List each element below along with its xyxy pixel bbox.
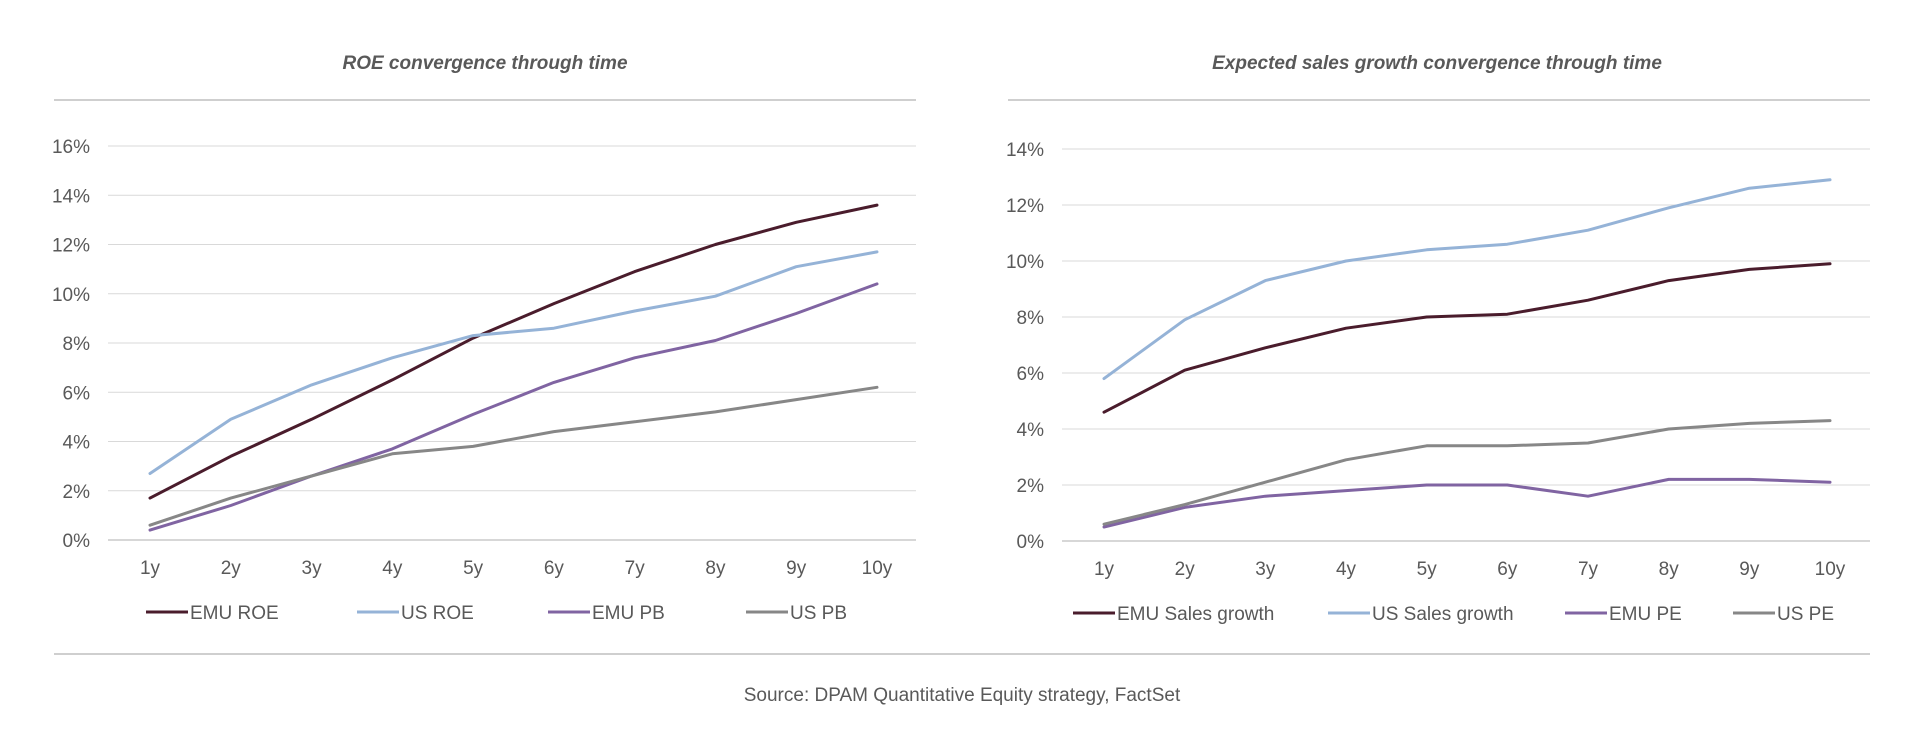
series-lines bbox=[148, 203, 879, 532]
series-line-emu-sales-growth bbox=[1102, 262, 1832, 414]
source-note: Source: DPAM Quantitative Equity strateg… bbox=[744, 685, 1181, 706]
y-tick-label: 4% bbox=[1017, 420, 1045, 441]
series-lines bbox=[1102, 178, 1832, 529]
gridlines bbox=[1062, 148, 1870, 542]
x-tick-label: 8y bbox=[705, 558, 726, 579]
chart-title: ROE convergence through time bbox=[342, 53, 627, 74]
legend-label: US PB bbox=[790, 603, 847, 624]
x-tick-label: 4y bbox=[1336, 559, 1357, 580]
x-tick-label: 3y bbox=[302, 558, 323, 579]
x-tick-label: 3y bbox=[1255, 559, 1276, 580]
y-tick-label: 0% bbox=[63, 531, 91, 552]
legend-label: EMU PE bbox=[1609, 604, 1682, 625]
y-tick-label: 12% bbox=[52, 236, 90, 257]
gridlines bbox=[108, 145, 916, 541]
legend-item: EMU Sales growth bbox=[1073, 604, 1274, 625]
x-tick-label: 9y bbox=[1739, 559, 1760, 580]
y-tick-label: 8% bbox=[63, 334, 91, 355]
x-tick-label: 5y bbox=[1417, 559, 1438, 580]
legend: EMU Sales growth US Sales growth EMU PE US … bbox=[1073, 604, 1834, 625]
y-tick-label: 16% bbox=[52, 137, 90, 158]
y-tick-label: 14% bbox=[1006, 140, 1044, 161]
x-axis: 1y 2y 3y 4y 5y 6y 7y 8y 9y 10y bbox=[140, 558, 893, 579]
y-tick-label: 12% bbox=[1006, 196, 1044, 217]
roe-chart: ROE convergence through time 0% 2% 4% 6% 8% 1… bbox=[52, 53, 916, 624]
x-tick-label: 7y bbox=[1578, 559, 1599, 580]
x-tick-label: 9y bbox=[786, 558, 807, 579]
legend-item: US PE bbox=[1733, 604, 1834, 625]
legend-item: US ROE bbox=[357, 603, 474, 624]
x-tick-label: 10y bbox=[1815, 559, 1846, 580]
y-tick-label: 8% bbox=[1017, 308, 1045, 329]
legend-item: EMU ROE bbox=[146, 603, 279, 624]
series-line-emu-pb bbox=[148, 282, 879, 532]
y-tick-label: 2% bbox=[1017, 476, 1045, 497]
x-tick-label: 6y bbox=[1497, 559, 1518, 580]
chart-title: Expected sales growth convergence throug… bbox=[1212, 53, 1662, 74]
legend-item: US PB bbox=[746, 603, 847, 624]
x-tick-label: 6y bbox=[544, 558, 565, 579]
y-tick-label: 14% bbox=[52, 186, 90, 207]
legend: EMU ROE US ROE EMU PB US PB bbox=[146, 603, 847, 624]
x-tick-label: 2y bbox=[1175, 559, 1196, 580]
legend-label: US ROE bbox=[401, 603, 474, 624]
x-tick-label: 1y bbox=[140, 558, 161, 579]
legend-label: US Sales growth bbox=[1372, 604, 1514, 625]
x-tick-label: 5y bbox=[463, 558, 484, 579]
legend-item: EMU PB bbox=[548, 603, 665, 624]
x-tick-label: 4y bbox=[382, 558, 403, 579]
x-tick-label: 7y bbox=[625, 558, 646, 579]
y-tick-label: 2% bbox=[63, 482, 91, 503]
series-line-us-pb bbox=[148, 385, 879, 527]
y-tick-label: 6% bbox=[63, 383, 91, 404]
series-line-us-pe bbox=[1102, 419, 1832, 526]
y-tick-label: 10% bbox=[1006, 252, 1044, 273]
legend-item: US Sales growth bbox=[1328, 604, 1514, 625]
series-line-us-roe bbox=[148, 250, 879, 475]
legend-item: EMU PE bbox=[1565, 604, 1682, 625]
x-tick-label: 2y bbox=[221, 558, 242, 579]
y-tick-label: 0% bbox=[1017, 532, 1045, 553]
legend-label: US PE bbox=[1777, 604, 1834, 625]
x-tick-label: 1y bbox=[1094, 559, 1115, 580]
series-line-emu-roe bbox=[148, 203, 879, 500]
y-tick-label: 10% bbox=[52, 285, 90, 306]
y-tick-label: 4% bbox=[63, 433, 91, 454]
x-axis: 1y 2y 3y 4y 5y 6y 7y 8y 9y 10y bbox=[1094, 559, 1846, 580]
series-line-us-sales-growth bbox=[1102, 178, 1832, 381]
y-axis: 0% 2% 4% 6% 8% 10% 12% 14% bbox=[1006, 140, 1044, 553]
series-line-emu-pe bbox=[1102, 477, 1832, 529]
y-axis: 0% 2% 4% 6% 8% 10% 12% 14% 16% bbox=[52, 137, 90, 552]
y-tick-label: 6% bbox=[1017, 364, 1045, 385]
sales-growth-chart: Expected sales growth convergence throug… bbox=[1006, 53, 1870, 625]
legend-label: EMU PB bbox=[592, 603, 665, 624]
x-tick-label: 10y bbox=[862, 558, 893, 579]
legend-label: EMU Sales growth bbox=[1117, 604, 1274, 625]
x-tick-label: 8y bbox=[1659, 559, 1680, 580]
legend-label: EMU ROE bbox=[190, 603, 279, 624]
